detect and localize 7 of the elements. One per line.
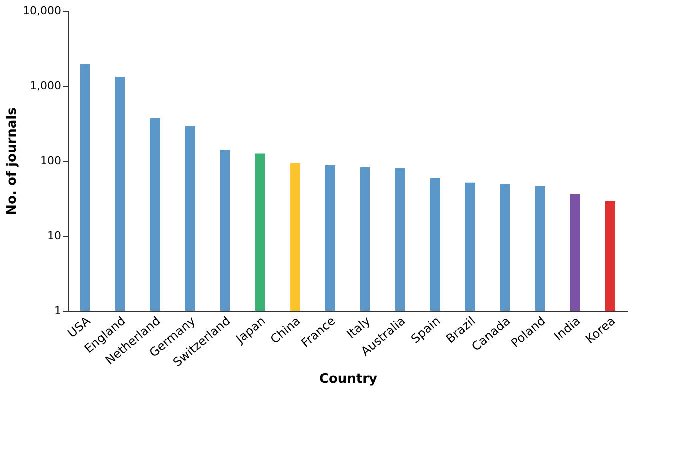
- y-tick-label: 100: [40, 154, 62, 168]
- y-tick-label: 1,000: [30, 80, 62, 92]
- y-tick-label: 10: [48, 230, 62, 242]
- x-axis-title: Country: [319, 372, 378, 387]
- y-tick-label: 10,000: [23, 4, 62, 18]
- y-axis-title: No. of journals: [5, 107, 20, 216]
- y-tick-label: 1: [54, 304, 62, 318]
